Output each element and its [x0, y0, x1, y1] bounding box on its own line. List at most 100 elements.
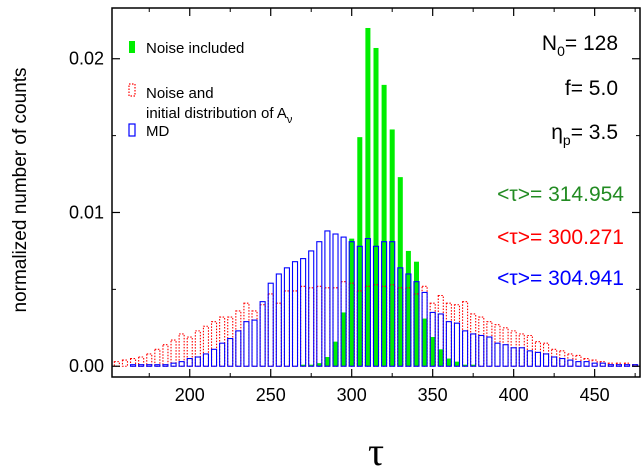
bar-md — [194, 356, 201, 367]
bar-noise-included — [373, 47, 379, 367]
bar-noise-and-initial-distribution — [219, 316, 226, 367]
bar-md — [583, 361, 590, 367]
bar-noise-included — [430, 337, 436, 367]
bar-noise-included — [349, 238, 355, 367]
bar-md — [591, 362, 598, 367]
bar-noise-and-initial-distribution — [478, 316, 485, 367]
bar-md — [154, 364, 161, 367]
mean-noise-included: <τ>= 314.954 — [497, 183, 624, 206]
bar-noise-and-initial-distribution — [291, 290, 299, 367]
bar-noise-and-initial-distribution — [121, 359, 129, 367]
bar-md — [429, 311, 436, 367]
bar-noise-and-initial-distribution — [146, 353, 153, 367]
bar-noise-and-initial-distribution — [518, 333, 525, 367]
bar-md — [235, 330, 242, 367]
bar-noise-and-initial-distribution — [259, 304, 266, 367]
bar-noise-and-initial-distribution — [542, 342, 550, 367]
bar-noise-and-initial-distribution — [462, 301, 469, 367]
legend-swatch-md — [128, 123, 136, 137]
bar-md — [510, 347, 517, 367]
bar-md — [542, 353, 550, 367]
bar-noise-and-initial-distribution — [510, 330, 517, 367]
x-tick-label: 250 — [256, 385, 286, 405]
mean-annotations: <τ>= 314.954 <τ>= 300.271 <τ>= 304.941 — [497, 183, 624, 290]
bar-md — [348, 241, 355, 367]
bar-md — [308, 250, 315, 367]
bar-md — [146, 364, 153, 367]
param-eta-p: ηp= 3.5 — [551, 121, 618, 148]
bar-noise-and-initial-distribution — [494, 324, 501, 367]
bar-noise-and-initial-distribution — [186, 336, 193, 367]
bar-noise-included — [300, 364, 306, 367]
bar-md — [462, 330, 469, 367]
bar-md — [316, 241, 323, 367]
bar-noise-included — [357, 137, 363, 367]
bar-noise-included — [324, 357, 330, 367]
legend-label-noise-and-initial-distribution-line2: initial distribution of Aν — [146, 105, 293, 126]
bar-md — [129, 364, 137, 367]
bar-md — [243, 321, 250, 367]
bar-noise-and-initial-distribution — [243, 302, 250, 367]
bar-noise-and-initial-distribution — [138, 356, 145, 367]
bar-noise-included — [413, 261, 419, 367]
bar-md — [615, 364, 622, 367]
bar-md — [324, 230, 331, 367]
bar-md — [486, 336, 493, 367]
bar-noise-and-initial-distribution — [267, 293, 274, 367]
bar-md — [526, 350, 533, 367]
bar-noise-included — [405, 250, 411, 367]
bar-noise-included — [341, 312, 347, 367]
legend: Noise included Noise and initial distrib… — [128, 40, 293, 140]
x-tick-label: 400 — [499, 385, 529, 405]
bar-md — [275, 273, 282, 367]
bar-md — [381, 241, 388, 367]
bar-noise-and-initial-distribution — [227, 316, 234, 367]
bar-noise-included — [446, 358, 452, 367]
bar-md — [470, 333, 477, 367]
bar-md — [356, 245, 363, 367]
bar-md — [162, 364, 169, 367]
bar-noise-and-initial-distribution — [170, 339, 177, 367]
bar-noise-and-initial-distribution — [486, 321, 493, 367]
bar-noise-and-initial-distribution — [194, 330, 201, 367]
bar-md — [251, 319, 258, 367]
bar-noise-included — [381, 84, 387, 367]
bar-md — [389, 241, 396, 367]
bar-noise-included — [308, 364, 314, 367]
x-tick-label: 350 — [418, 385, 448, 405]
bar-noise-and-initial-distribution — [154, 348, 161, 367]
mean-noise-and-initial-distribution: <τ>= 300.271 — [497, 226, 624, 249]
bar-noise-included — [365, 27, 371, 367]
bar-md — [421, 291, 428, 367]
bar-md — [259, 301, 266, 367]
bar-noise-included — [470, 364, 476, 367]
bar-noise-and-initial-distribution — [275, 302, 282, 367]
bar-md — [551, 356, 558, 367]
bar-md — [300, 258, 307, 367]
bar-md — [599, 362, 606, 367]
mean-md: <τ>= 304.941 — [497, 267, 624, 290]
x-tick-label: 450 — [580, 385, 610, 405]
bar-noise-included — [316, 363, 322, 367]
y-axis-ticks: 0.00 0.01 0.02 — [69, 49, 640, 376]
x-axis-ticks: 200 250 300 350 400 450 — [148, 8, 636, 405]
bar-md — [437, 313, 444, 367]
bar-noise-and-initial-distribution — [470, 313, 477, 367]
bar-noise-and-initial-distribution — [599, 361, 606, 367]
series-md — [129, 230, 639, 367]
parameter-annotations: N0= 128 f= 5.0 ηp= 3.5 — [542, 32, 618, 148]
bar-noise-included — [462, 364, 468, 367]
bar-md — [202, 353, 209, 367]
y-tick-label: 0.00 — [69, 356, 104, 376]
legend-swatch-noise-included — [129, 41, 135, 53]
bar-noise-included — [422, 318, 428, 367]
bar-noise-and-initial-distribution — [210, 321, 218, 367]
x-tick-label: 300 — [337, 385, 367, 405]
bar-noise-and-initial-distribution — [113, 361, 120, 367]
legend-label-noise-included: Noise included — [146, 40, 244, 57]
bar-noise-and-initial-distribution — [534, 341, 542, 367]
bar-md — [291, 261, 299, 367]
plot-frame — [111, 7, 641, 378]
bar-noise-and-initial-distribution — [551, 348, 558, 367]
bar-md — [178, 361, 185, 367]
